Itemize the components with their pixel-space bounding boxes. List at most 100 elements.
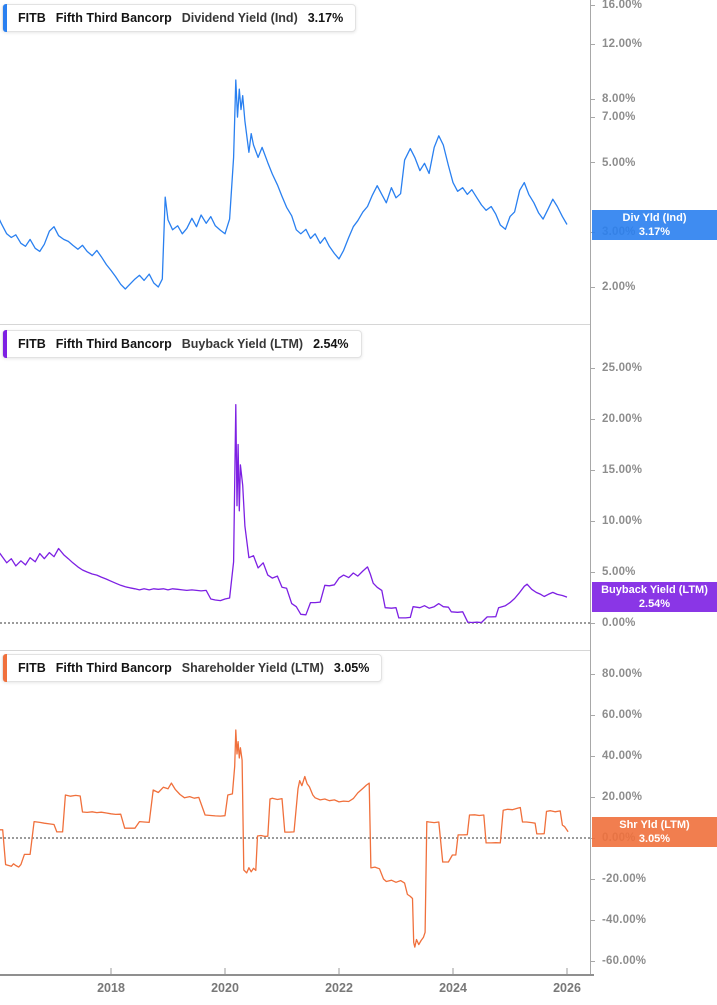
legend-color-bar [3, 654, 7, 682]
y-axis-tick: 2.00% [590, 281, 636, 293]
legend-chip-buyback-yield[interactable]: FITB Fifth Third Bancorp Buyback Yield (… [2, 330, 362, 358]
tick-label: -40.00% [602, 914, 647, 926]
badge-label: Buyback Yield (LTM) [601, 584, 708, 597]
legend-chip-shareholder-yield[interactable]: FITB Fifth Third Bancorp Shareholder Yie… [2, 654, 383, 682]
legend-value: 3.17% [307, 11, 344, 25]
tick-mark [590, 796, 595, 798]
last-value-badge-shareholder-yield[interactable]: Shr Yld (LTM) 3.05% [592, 816, 717, 847]
tick-mark [590, 960, 595, 962]
legend-metric: Shareholder Yield (LTM) [181, 661, 324, 675]
legend-value: 2.54% [313, 337, 349, 351]
y-axis-tick: -60.00% [590, 955, 646, 967]
y-axis-line [590, 0, 591, 975]
tick-mark [590, 4, 595, 6]
tick-label: -20.00% [602, 873, 647, 885]
y-axis-tick: 40.00% [590, 750, 642, 762]
x-axis-line [0, 974, 594, 976]
tick-mark [590, 571, 595, 573]
tick-mark [590, 878, 595, 880]
tick-mark [590, 418, 595, 420]
tick-label: 8.00% [602, 93, 636, 105]
x-tick-label: 2024 [439, 981, 467, 995]
last-value-badge-dividend-yield[interactable]: Div Yld (Ind) 3.17% [592, 209, 717, 240]
tick-label: 5.00% [602, 566, 636, 578]
y-axis-tick: 0.00% [590, 617, 636, 629]
tick-label: 2.00% [602, 281, 636, 293]
zero-line [0, 622, 590, 624]
tick-label: 0.00% [602, 617, 636, 629]
pane-dividend-yield: FITB Fifth Third Bancorp Dividend Yield … [0, 0, 717, 324]
legend-company: Fifth Third Bancorp [55, 11, 172, 25]
shareholder-yield-line-chart[interactable] [0, 650, 717, 975]
last-value-badge-buyback-yield[interactable]: Buyback Yield (LTM) 2.54% [592, 582, 717, 613]
tick-label: 20.00% [602, 791, 643, 803]
y-axis-tick: 20.00% [590, 791, 642, 803]
y-axis-tick: 80.00% [590, 668, 642, 680]
y-axis-tick: 12.00% [590, 38, 642, 50]
series-line[interactable] [0, 79, 568, 290]
x-tick-label: 2026 [553, 981, 581, 995]
legend-ticker: FITB [18, 337, 46, 351]
tick-mark [590, 714, 595, 716]
tick-mark [590, 520, 595, 522]
x-tick-label: 2022 [325, 981, 353, 995]
tick-mark [590, 98, 595, 100]
tick-mark [590, 43, 595, 45]
series-line[interactable] [0, 404, 568, 624]
x-tick-mark [566, 968, 568, 974]
tick-label: 12.00% [602, 38, 643, 50]
tick-label: 80.00% [602, 668, 643, 680]
legend-metric: Buyback Yield (LTM) [181, 337, 304, 351]
tick-label: 7.00% [602, 111, 636, 124]
y-axis-tick: 10.00% [590, 515, 642, 527]
badge-value: 2.54% [638, 598, 671, 611]
tick-mark [590, 755, 595, 757]
y-axis-tick: 60.00% [590, 709, 642, 721]
badge-value: 3.05% [638, 832, 671, 845]
legend-color-bar [3, 4, 7, 32]
pane-separator [0, 650, 590, 651]
x-tick-mark [452, 968, 454, 974]
legend-value: 3.05% [333, 661, 370, 675]
tick-mark [590, 162, 595, 164]
dividend-yield-line-chart[interactable] [0, 0, 717, 324]
legend-company: Fifth Third Bancorp [55, 661, 172, 675]
pane-buyback-yield: FITB Fifth Third Bancorp Buyback Yield (… [0, 324, 717, 650]
tick-mark [590, 919, 595, 921]
badge-label: Div Yld (Ind) [622, 211, 687, 224]
legend-chip-dividend-yield[interactable]: FITB Fifth Third Bancorp Dividend Yield … [2, 4, 357, 32]
y-axis-tick: 8.00% [590, 93, 636, 105]
pane-separator [0, 324, 590, 325]
series-line[interactable] [0, 729, 569, 948]
x-tick-mark [110, 968, 112, 974]
y-axis-tick: 15.00% [590, 464, 642, 476]
badge-label: Shr Yld (LTM) [619, 818, 690, 831]
x-tick-label: 2020 [211, 981, 239, 995]
legend-color-bar [3, 330, 7, 358]
zero-line [0, 837, 590, 839]
y-axis-tick: 5.00% [590, 566, 636, 578]
tick-label: 40.00% [602, 750, 643, 762]
tick-label: 20.00% [602, 413, 643, 425]
tick-label: 16.00% [602, 0, 643, 11]
tick-label: 60.00% [602, 709, 643, 721]
tick-label: 25.00% [602, 362, 643, 374]
y-axis-tick: 7.00% [590, 111, 636, 123]
legend-company: Fifth Third Bancorp [55, 337, 172, 351]
buyback-yield-line-chart[interactable] [0, 324, 717, 650]
y-axis-tick: 5.00% [590, 157, 636, 169]
tick-label: 15.00% [602, 464, 643, 476]
y-axis-tick: -40.00% [590, 914, 646, 926]
x-tick-mark [338, 968, 340, 974]
tick-mark [590, 367, 595, 369]
tick-mark [590, 116, 595, 118]
legend-ticker: FITB [18, 11, 46, 25]
x-tick-mark [224, 968, 226, 974]
tick-label: 5.00% [602, 156, 636, 169]
x-tick-label: 2018 [97, 981, 125, 995]
tick-label: -60.00% [602, 955, 647, 967]
tick-mark [590, 673, 595, 675]
legend-ticker: FITB [18, 661, 46, 675]
tick-label: 10.00% [602, 515, 643, 527]
